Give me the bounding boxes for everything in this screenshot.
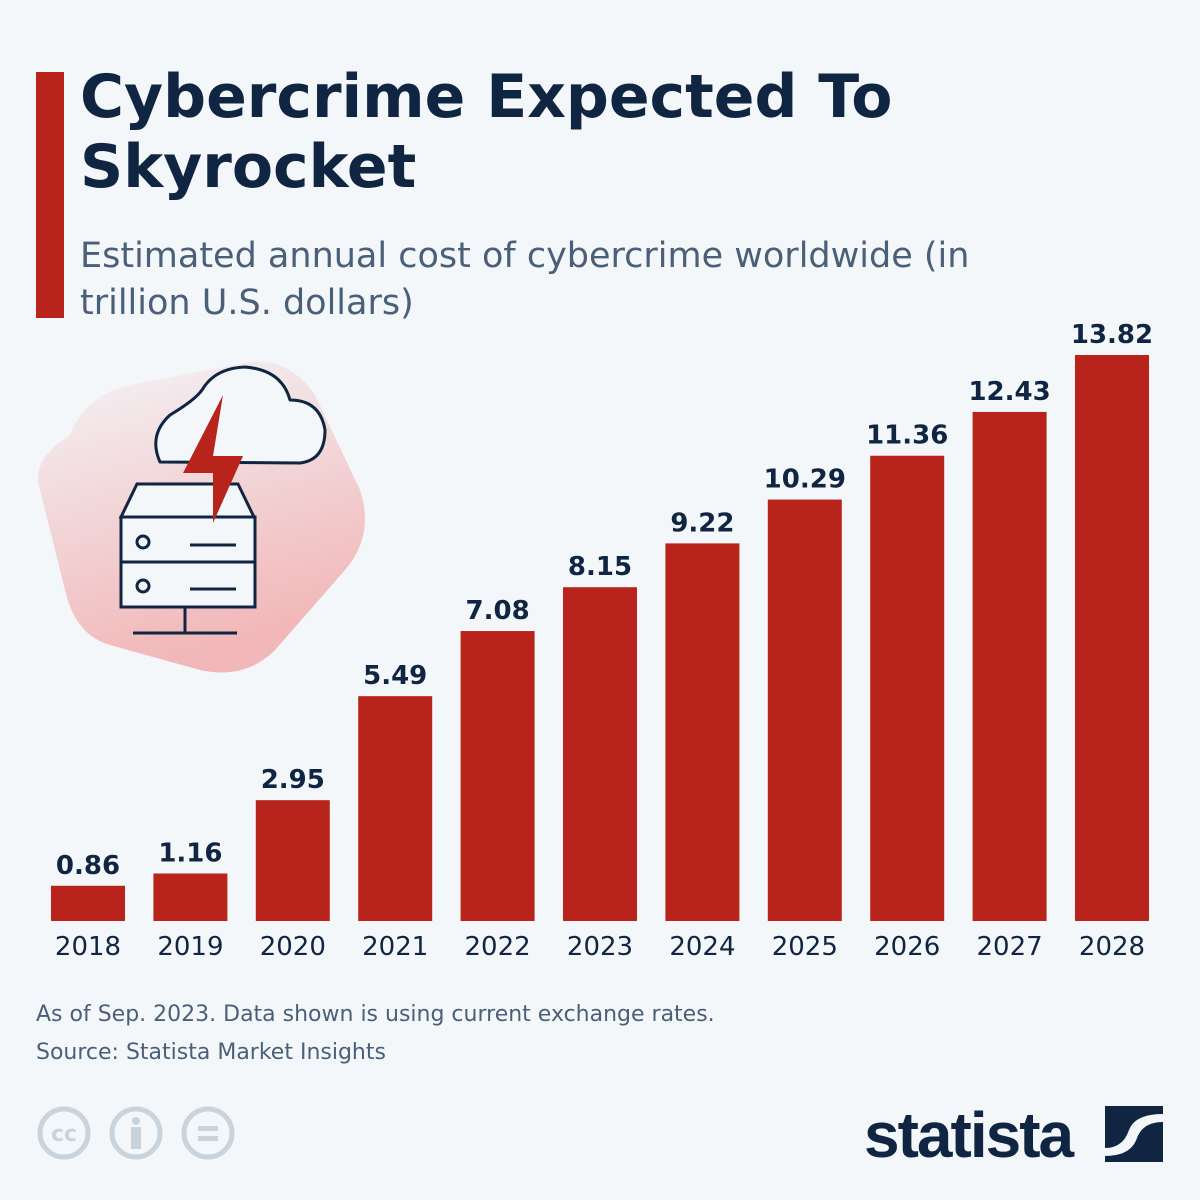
x-tick-label: 2027 [977,932,1043,962]
x-tick-label: 2021 [362,932,428,962]
page-title: Cybercrime Expected To Skyrocket [80,62,893,202]
x-tick-label: 2023 [567,932,633,962]
x-tick-label: 2026 [874,932,940,962]
source: Source: Statista Market Insights [36,1040,386,1065]
bar-2021 [358,696,433,921]
data-label: 5.49 [363,661,427,691]
title-accent-bar [36,72,64,318]
bar-chart: 0.86 2018 1.16 2019 2.95 2020 5.49 2021 7.08 2022… [51,320,1153,962]
bar-2022 [460,631,535,921]
bar-2023 [563,587,637,921]
data-label: 12.43 [968,377,1050,407]
svg-text:cc: cc [51,1122,77,1147]
attribution-icon[interactable] [109,1106,163,1160]
bar-2019 [153,873,228,921]
subtitle: Estimated annual cost of cybercrime worl… [80,236,970,323]
statista-logo[interactable]: statista [864,1099,1074,1171]
data-label: 11.36 [866,421,948,451]
x-tick-label: 2022 [465,932,531,962]
bar-2018 [51,885,125,921]
data-label: 8.15 [568,552,632,582]
no-derivatives-icon[interactable] [181,1106,235,1160]
illustration-server-cloud-icon [38,361,365,673]
footnote: As of Sep. 2023. Data shown is using cur… [36,1002,715,1027]
statista-logo-icon [1105,1106,1163,1162]
bar-2025 [767,499,842,921]
bar-2024 [665,543,740,921]
cc-icon[interactable]: cc [37,1106,91,1160]
data-label: 1.16 [158,838,222,868]
x-tick-label: 2025 [772,932,838,962]
bar-2020 [255,800,330,921]
x-tick-label: 2018 [55,932,121,962]
data-label: 9.22 [670,508,734,538]
data-label: 0.86 [56,851,120,881]
data-label: 10.29 [764,465,846,495]
bar-2026 [870,455,945,921]
bar-2027 [972,411,1047,921]
x-tick-label: 2024 [669,932,735,962]
x-tick-label: 2028 [1079,932,1145,962]
x-tick-label: 2019 [157,932,223,962]
data-label: 7.08 [466,596,530,626]
x-tick-label: 2020 [260,932,326,962]
bar-2028 [1075,355,1149,921]
data-label: 13.82 [1071,320,1153,350]
data-label: 2.95 [261,765,325,795]
